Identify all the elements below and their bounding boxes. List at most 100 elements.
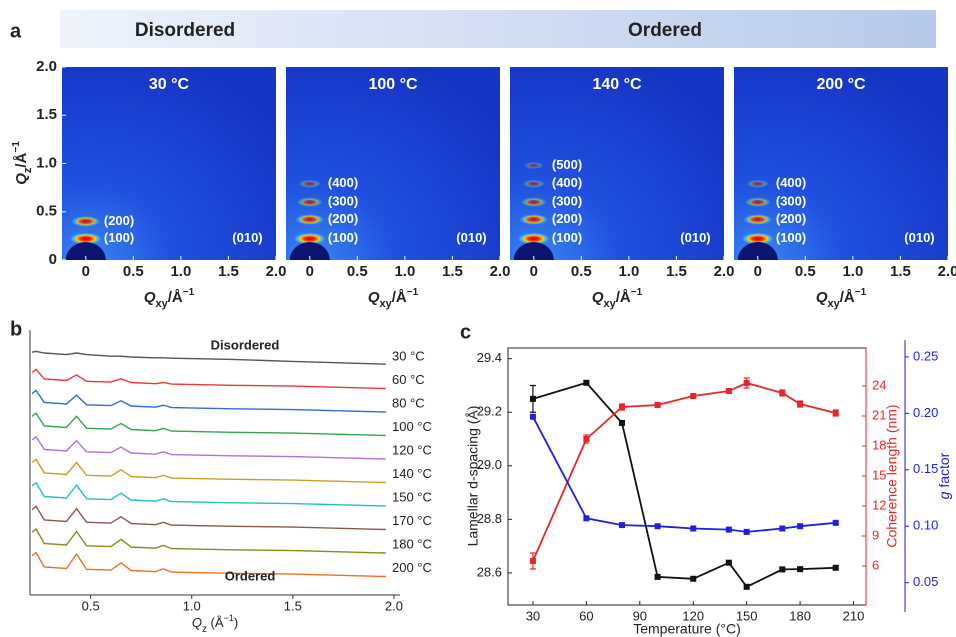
diffraction-peak [295,214,325,225]
diffraction-peak [71,216,101,227]
y-tick-label: 0 [49,251,57,268]
curve-label: 30 °C [392,348,425,363]
peak-label: (200) [552,211,582,226]
y3ticks-label: 0.15 [913,461,938,476]
giwaxs-image [62,67,276,260]
series-line [532,382,836,562]
data-point [725,388,732,394]
data-point [618,522,625,529]
peak-label: (200) [776,211,806,226]
yticks-label: 29.2 [477,404,502,419]
y3ticks-label: 0.20 [913,405,938,420]
diffraction-peak [746,179,770,188]
diffraction-peak [523,161,544,170]
label-superscript: −1 [224,613,234,623]
yticks-label: 29.4 [477,350,502,365]
label-unit: /Å [840,289,855,306]
peak-label: (010) [904,230,934,245]
data-point [618,404,625,410]
panel-label: a [10,20,22,42]
x-tick-label: 1.0 [183,598,201,613]
beam-stop [737,242,778,260]
diffraction-peak [298,179,322,188]
y3ticks-label: 0.10 [913,518,938,533]
data-point [797,566,804,573]
label-unit: factor [936,452,952,491]
peak-label: (100) [552,230,582,245]
peak-label: (500) [552,157,582,172]
x-tick-label: 2.0 [938,263,956,280]
series-line [532,381,836,588]
yticks-label: 28.6 [477,564,502,579]
panel-title: 140 °C [592,76,642,93]
data-point [725,526,732,533]
label-symbol: Q [192,615,202,630]
label-subscript: xy [604,298,617,310]
x-tick-label: 30 [526,608,540,623]
data-point [832,564,839,571]
image-background [734,67,948,260]
data-point [583,515,590,522]
diffraction-peak [743,214,773,225]
curve-label: 200 °C [392,560,432,575]
curve [31,551,386,578]
label-unit: ) [234,615,238,630]
x-tick-label: 0 [306,263,314,280]
y2ticks-label: 9 [872,527,879,542]
label-superscript: −1 [631,287,643,298]
peak-label: (300) [328,194,358,209]
label-subscript: z [202,624,207,635]
diffraction-peak [522,179,546,188]
data-point [779,390,786,396]
y-axis-label: Qz/Å−1 [11,141,34,185]
diffraction-peak [741,232,774,245]
x-tick-label: 2.0 [714,263,735,280]
x-tick-label: 0 [82,263,90,280]
yticks-label: 29.0 [477,457,502,472]
data-point [797,401,804,407]
peak-label: (200) [328,211,358,226]
data-point [743,583,750,590]
curve-label: 140 °C [392,466,432,481]
label-symbol: Q [592,289,604,306]
label-unit: (Å [207,615,224,630]
beam-stop [65,242,106,260]
data-point [529,413,536,420]
label-unit: /Å [392,289,407,306]
x-tick-label: 2.0 [385,598,403,613]
y3ticks-label: 0.05 [913,574,938,589]
y2ticks-label: 24 [872,377,886,392]
label-subscript: xy [828,298,841,310]
curve-label: 180 °C [392,536,432,551]
data-point [690,525,697,532]
curve [31,481,386,507]
diffraction-peak [744,197,771,207]
data-point [779,566,786,573]
x-tick-label: 1.0 [170,263,191,280]
curve [31,458,386,484]
data-point [797,523,804,530]
y2ticks-label: 18 [872,437,886,452]
y-tick-label: 0.5 [36,203,57,220]
peak-label: (400) [776,175,806,190]
x-tick-label: 1.5 [284,598,302,613]
x-tick-label: 1.5 [666,263,687,280]
x-tick-label: 1.5 [890,263,911,280]
diffraction-peak [520,197,547,207]
peak-label: (100) [104,230,134,245]
data-point [529,558,536,564]
x-tick-label: 90 [633,608,647,623]
curve-label: 150 °C [392,489,432,504]
panel-title: 200 °C [816,76,866,93]
plot-frame [507,347,867,606]
diffraction-peak [517,232,550,245]
x-tick-label: 150 [736,608,758,623]
peak-label: (400) [552,175,582,190]
data-point [529,395,536,402]
data-point [725,559,732,566]
diffraction-peak [519,214,549,225]
x-tick-label: 0 [754,263,762,280]
label-subscript: xy [156,298,169,310]
y2ticks-label: 12 [872,497,886,512]
diffraction-peak [69,232,102,245]
